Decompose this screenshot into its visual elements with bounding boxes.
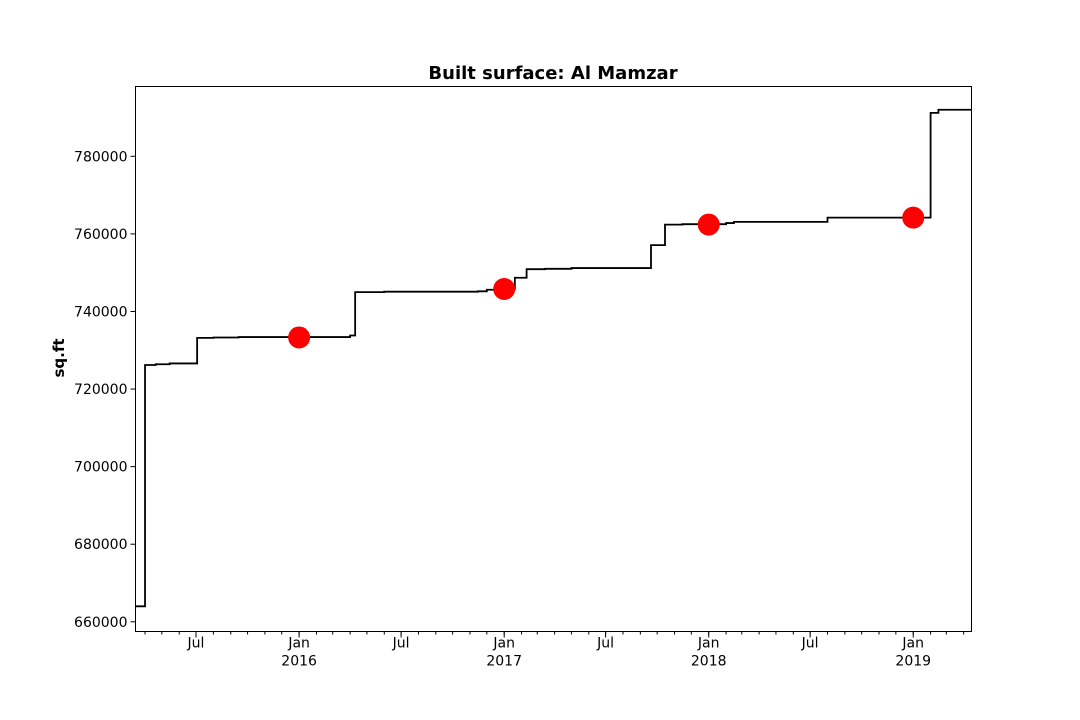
- x-tick-label: Jan: [287, 636, 310, 652]
- plot-frame: [135, 86, 972, 632]
- x-tick-label: Jan: [697, 636, 720, 652]
- chart-title: Built surface: Al Mamzar: [428, 63, 677, 84]
- y-tick-label: 740000: [74, 304, 127, 320]
- x-tick-label: Jul: [801, 636, 819, 652]
- annual-marker-point: [902, 206, 925, 229]
- plot-area: [135, 108, 972, 608]
- built-surface-step-line: [135, 108, 972, 608]
- x-tick-label: Jul: [596, 636, 614, 652]
- annual-marker-point: [697, 213, 720, 236]
- y-tick-label: 660000: [74, 615, 127, 631]
- x-tick-year-label: 2019: [895, 654, 931, 670]
- x-tick-label: Jul: [187, 636, 205, 652]
- x-tick-year-label: 2018: [691, 654, 727, 670]
- x-axis: Jul Jan 2016 Jul Jan 2017 Jul Jan 2018 Jul Jan 2019: [144, 631, 965, 670]
- x-tick-label: Jan: [901, 636, 924, 652]
- y-axis-label: sq.ft: [50, 338, 68, 377]
- y-axis: 660000 680000 700000 720000 740000 760000 7800…: [74, 149, 136, 631]
- y-tick-label: 680000: [74, 537, 127, 553]
- annual-marker-point: [288, 326, 311, 349]
- x-tick-year-label: 2017: [486, 654, 522, 670]
- annual-marker-point: [493, 277, 516, 300]
- y-tick-label: 780000: [74, 149, 127, 165]
- x-tick-label: Jan: [492, 636, 515, 652]
- x-tick-year-label: 2016: [281, 654, 317, 670]
- x-tick-label: Jul: [392, 636, 410, 652]
- y-tick-label: 720000: [74, 382, 127, 398]
- y-tick-label: 700000: [74, 460, 127, 476]
- y-tick-label: 760000: [74, 227, 127, 243]
